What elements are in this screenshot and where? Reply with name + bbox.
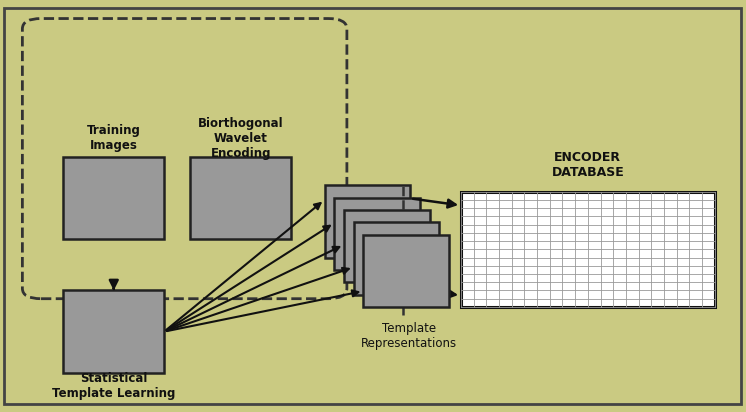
Bar <box>363 235 449 307</box>
Text: Statistical
Template Learning: Statistical Template Learning <box>52 372 176 400</box>
Bar <box>325 185 410 258</box>
Text: Training
Images: Training Images <box>87 124 141 152</box>
Bar <box>63 157 164 239</box>
Text: Template
Representations: Template Representations <box>361 322 457 350</box>
Bar <box>190 157 291 239</box>
Bar <box>344 210 430 282</box>
Bar <box>63 290 164 373</box>
Text: Biorthogonal
Wavelet
Encoding: Biorthogonal Wavelet Encoding <box>198 117 283 159</box>
Bar <box>461 192 715 307</box>
Bar <box>354 222 439 295</box>
Bar <box>334 198 420 270</box>
Text: ENCODER
DATABASE: ENCODER DATABASE <box>551 151 624 179</box>
